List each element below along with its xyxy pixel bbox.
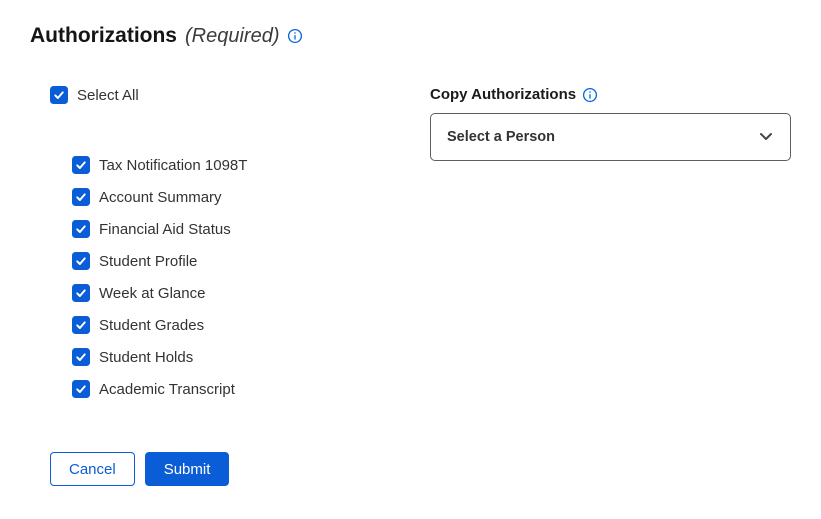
authorization-item[interactable]: Week at Glance: [72, 284, 370, 302]
authorizations-column: Select All Tax Notification 1098T Accoun…: [30, 86, 370, 486]
authorization-label[interactable]: Student Grades: [99, 317, 204, 334]
authorization-checkbox[interactable]: [72, 220, 90, 238]
authorization-label[interactable]: Account Summary: [99, 189, 222, 206]
chevron-down-icon: [758, 128, 774, 147]
copy-authorizations-label: Copy Authorizations: [430, 86, 576, 103]
page-heading: Authorizations (Required): [30, 24, 791, 48]
select-all-row[interactable]: Select All: [50, 86, 370, 104]
authorization-item[interactable]: Student Profile: [72, 252, 370, 270]
heading-title: Authorizations: [30, 24, 177, 48]
authorization-label[interactable]: Financial Aid Status: [99, 221, 231, 238]
heading-required-label: (Required): [185, 25, 279, 48]
authorization-checkbox[interactable]: [72, 252, 90, 270]
authorization-item[interactable]: Student Grades: [72, 316, 370, 334]
authorization-label[interactable]: Student Profile: [99, 253, 197, 270]
person-select-placeholder: Select a Person: [447, 129, 555, 145]
copy-label-row: Copy Authorizations: [430, 86, 791, 103]
authorization-checkbox[interactable]: [72, 284, 90, 302]
authorization-checkbox[interactable]: [72, 380, 90, 398]
authorization-label[interactable]: Tax Notification 1098T: [99, 157, 247, 174]
content-columns: Select All Tax Notification 1098T Accoun…: [30, 86, 791, 486]
authorization-label[interactable]: Student Holds: [99, 349, 193, 366]
authorization-items: Tax Notification 1098T Account Summary F…: [50, 156, 370, 398]
authorization-checkbox[interactable]: [72, 348, 90, 366]
authorization-item[interactable]: Financial Aid Status: [72, 220, 370, 238]
submit-button[interactable]: Submit: [145, 452, 230, 486]
authorization-item[interactable]: Student Holds: [72, 348, 370, 366]
authorization-item[interactable]: Account Summary: [72, 188, 370, 206]
authorization-checkbox[interactable]: [72, 188, 90, 206]
info-icon[interactable]: [287, 28, 303, 44]
authorization-label[interactable]: Academic Transcript: [99, 381, 235, 398]
authorization-item[interactable]: Tax Notification 1098T: [72, 156, 370, 174]
select-all-checkbox[interactable]: [50, 86, 68, 104]
authorization-checkbox[interactable]: [72, 316, 90, 334]
authorization-item[interactable]: Academic Transcript: [72, 380, 370, 398]
action-buttons: Cancel Submit: [50, 452, 370, 486]
select-all-label[interactable]: Select All: [77, 87, 139, 104]
authorization-label[interactable]: Week at Glance: [99, 285, 205, 302]
copy-column: Copy Authorizations Select a Person: [430, 86, 791, 161]
info-icon[interactable]: [582, 87, 598, 103]
authorization-checkbox[interactable]: [72, 156, 90, 174]
cancel-button[interactable]: Cancel: [50, 452, 135, 486]
person-select[interactable]: Select a Person: [430, 113, 791, 161]
